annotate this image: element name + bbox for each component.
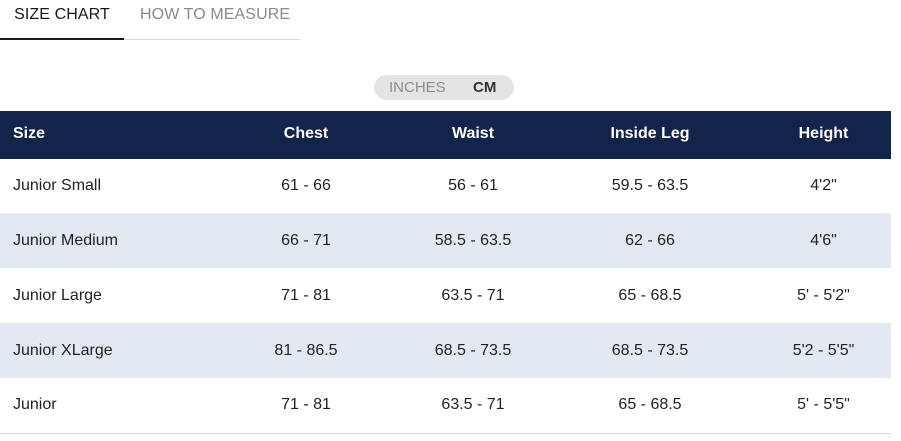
tab-size-chart[interactable]: SIZE CHART [0,0,124,40]
header-chest: Chest [210,111,402,159]
cell-chest: 71 - 81 [281,396,331,414]
table-row: Junior Large 71 - 81 63.5 - 71 65 - 68.5… [0,268,891,323]
cell-size: Junior [13,396,57,414]
tab-how-to-measure[interactable]: HOW TO MEASURE [140,6,291,23]
cell-height: 5' - 5'5" [797,396,850,414]
cell-size: Junior XLarge [13,341,113,359]
header-inside-leg: Inside Leg [544,111,756,159]
header-height: Height [756,111,891,159]
cell-inside-leg: 65 - 68.5 [618,286,682,304]
size-chart-table: Size Chest Waist Inside Leg Height Junio… [0,111,891,434]
cell-inside-leg: 62 - 66 [625,231,675,249]
unit-option-inches[interactable]: INCHES [389,79,446,96]
cell-chest: 71 - 81 [281,286,331,304]
cell-waist: 63.5 - 71 [441,286,505,304]
cell-height: 4'6" [810,231,837,249]
cell-chest: 66 - 71 [281,231,331,249]
cell-inside-leg: 59.5 - 63.5 [611,176,689,194]
table-row: Junior XLarge 81 - 86.5 68.5 - 73.5 68.5… [0,323,891,378]
cell-inside-leg: 65 - 68.5 [618,396,682,414]
cell-waist: 58.5 - 63.5 [434,231,512,249]
unit-option-cm[interactable]: CM [473,79,497,96]
table-row: Junior Medium 66 - 71 58.5 - 63.5 62 - 6… [0,213,891,268]
cell-waist: 63.5 - 71 [441,396,505,414]
cell-waist: 56 - 61 [448,176,498,194]
header-size: Size [0,111,210,159]
cell-size: Junior Small [13,176,102,194]
cell-height: 4'2" [810,176,837,194]
cell-height: 5'2 - 5'5" [792,341,855,359]
unit-toggle[interactable]: INCHES CM [374,75,514,100]
table-header-row: Size Chest Waist Inside Leg Height [0,111,891,159]
size-guide-tabs: SIZE CHART HOW TO MEASURE [0,0,300,40]
table-row: Junior 71 - 81 63.5 - 71 65 - 68.5 5' - … [0,378,891,433]
cell-waist: 68.5 - 73.5 [434,341,512,359]
table-row: Junior Small 61 - 66 56 - 61 59.5 - 63.5… [0,158,891,213]
cell-size: Junior Medium [13,231,118,249]
cell-size: Junior Large [13,286,102,304]
cell-chest: 81 - 86.5 [274,341,338,359]
cell-inside-leg: 68.5 - 73.5 [611,341,689,359]
cell-height: 5' - 5'2" [797,286,850,304]
cell-chest: 61 - 66 [281,176,331,194]
header-waist: Waist [402,111,544,159]
